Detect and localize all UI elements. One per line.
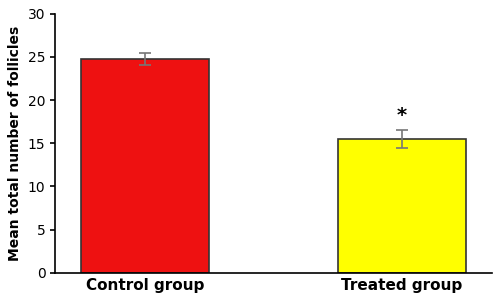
Text: *: * <box>397 106 407 125</box>
Bar <box>338 139 466 273</box>
Bar <box>81 59 210 273</box>
Y-axis label: Mean total number of follicles: Mean total number of follicles <box>8 26 22 261</box>
